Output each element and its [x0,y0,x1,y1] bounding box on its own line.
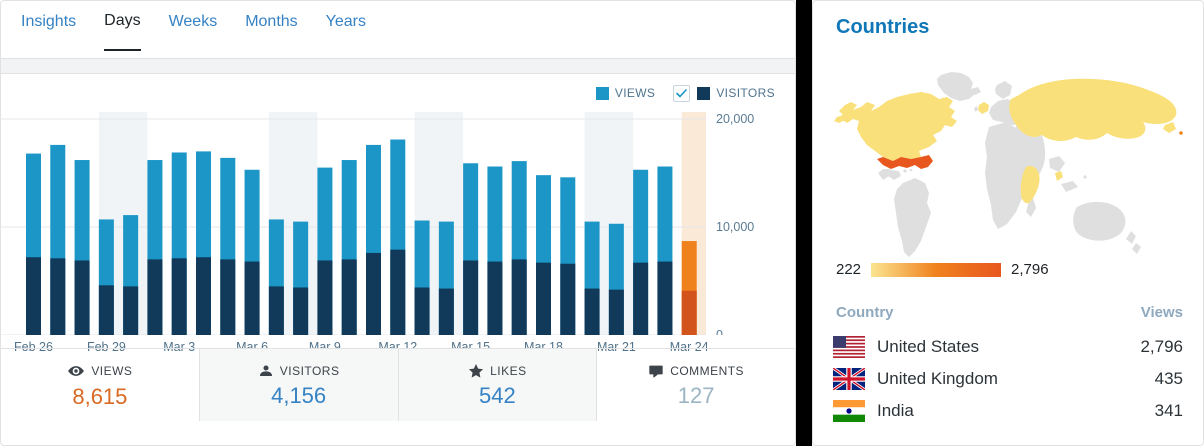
svg-text:10,000: 10,000 [716,220,754,234]
svg-text:20,000: 20,000 [716,112,754,126]
svg-text:0: 0 [716,328,723,335]
